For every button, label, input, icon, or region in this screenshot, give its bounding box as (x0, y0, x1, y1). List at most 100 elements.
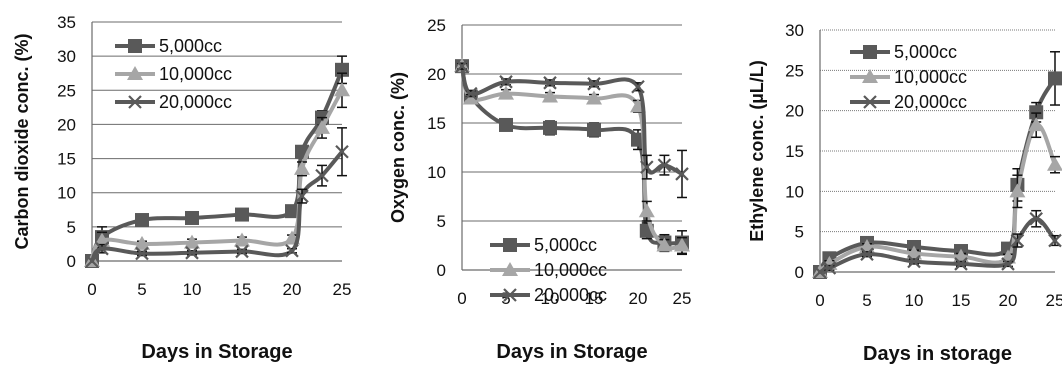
y-tick-label: 20 (57, 115, 76, 134)
x-tick-label: 20 (283, 280, 302, 299)
data-point (314, 119, 330, 134)
legend-marker (127, 66, 143, 80)
y-tick-label: 10 (785, 182, 804, 201)
data-point (294, 160, 310, 175)
y-tick-label: 35 (57, 13, 76, 32)
data-point (498, 85, 514, 100)
data-point (285, 243, 299, 258)
y-tick-label: 0 (437, 261, 446, 280)
data-point (1048, 233, 1062, 248)
y-tick-label: 25 (57, 81, 76, 100)
data-point (184, 234, 200, 249)
data-point (1047, 156, 1062, 171)
y-axis-label: Ethylene conc. (µL/L) (747, 60, 767, 241)
legend-marker (503, 288, 517, 302)
data-point (631, 79, 645, 94)
data-point (134, 235, 150, 250)
data-point (587, 122, 601, 137)
x-axis-label: Days in Storage (496, 341, 647, 363)
y-tick-label: 30 (57, 47, 76, 66)
data-point (587, 77, 601, 91)
x-tick-label: 20 (629, 289, 648, 308)
data-point (542, 88, 558, 103)
x-tick-label: 25 (673, 289, 692, 308)
x-tick-label: 10 (183, 280, 202, 299)
data-point (135, 213, 149, 228)
legend-marker (503, 238, 517, 252)
y-tick-label: 10 (57, 184, 76, 203)
x-axis-label: Days in storage (863, 343, 1012, 365)
data-point (234, 232, 250, 247)
legend-label: 10,000cc (534, 260, 607, 280)
x-tick-label: 10 (541, 289, 560, 308)
legend-label: 5,000cc (534, 235, 597, 255)
data-point (499, 117, 513, 132)
data-point (1028, 117, 1045, 132)
data-point (813, 265, 827, 279)
data-point (94, 232, 110, 247)
x-tick-label: 15 (233, 280, 252, 299)
data-point (543, 120, 557, 135)
y-tick-label: 5 (67, 218, 76, 237)
legend-label: 5,000cc (159, 36, 222, 56)
data-point (1010, 233, 1025, 248)
data-point (464, 86, 478, 101)
legend-marker (862, 69, 878, 83)
data-point (185, 210, 199, 225)
data-point (954, 257, 968, 271)
data-point (315, 168, 329, 183)
data-point (638, 203, 655, 218)
data-point (135, 246, 149, 261)
data-point (1029, 105, 1044, 120)
data-point (455, 59, 469, 73)
y-tick-label: 5 (437, 212, 446, 231)
x-tick-label: 25 (333, 280, 352, 299)
legend-label: 20,000cc (534, 285, 607, 305)
y-tick-label: 15 (785, 142, 804, 161)
x-tick-label: 20 (999, 291, 1018, 310)
data-point (906, 245, 922, 260)
legend-marker (502, 262, 518, 276)
data-point (295, 189, 309, 203)
data-point (334, 82, 350, 97)
x-tick-label: 15 (952, 291, 971, 310)
data-point (543, 76, 557, 90)
y-tick-label: 25 (427, 16, 446, 35)
data-point (1009, 183, 1026, 198)
y-axis-label: Oxygen conc. (%) (388, 72, 408, 223)
data-point (335, 144, 349, 159)
chart-co2: 0 5 10 15 20 25 30 35 0 5 10 15 20 25 Days in Storage C… (12, 13, 351, 363)
series-10000cc (812, 112, 1062, 278)
y-tick-label: 20 (427, 65, 446, 84)
x-tick-label: 10 (905, 291, 924, 310)
x-tick-label: 5 (862, 291, 871, 310)
x-tick-label: 5 (137, 280, 146, 299)
series-5000cc (85, 55, 349, 268)
y-tick-label: 0 (795, 263, 804, 282)
data-point (185, 246, 199, 260)
legend-label: 20,000cc (894, 92, 967, 112)
y-tick-label: 0 (67, 252, 76, 271)
data-point (1001, 257, 1015, 271)
y-tick-label: 15 (57, 150, 76, 169)
data-point (860, 247, 874, 262)
data-point (640, 160, 654, 174)
x-tick-label: 0 (457, 289, 466, 308)
data-point (95, 241, 109, 256)
data-point (235, 244, 249, 259)
legend-label: 5,000cc (894, 42, 957, 62)
y-tick-label: 20 (785, 102, 804, 121)
legend-marker (128, 39, 142, 53)
x-tick-label: 0 (815, 291, 824, 310)
y-tick-label: 30 (785, 21, 804, 40)
data-point (586, 90, 602, 105)
legend-label: 10,000cc (159, 64, 232, 84)
data-point (674, 237, 690, 252)
x-tick-label: 25 (1046, 291, 1062, 310)
data-point (675, 167, 689, 181)
chart-ethylene: 0 5 10 15 20 25 30 0 5 10 15 20 25 Days in storage Eth… (747, 21, 1062, 365)
x-tick-label: 15 (585, 289, 604, 308)
data-point (235, 207, 249, 222)
